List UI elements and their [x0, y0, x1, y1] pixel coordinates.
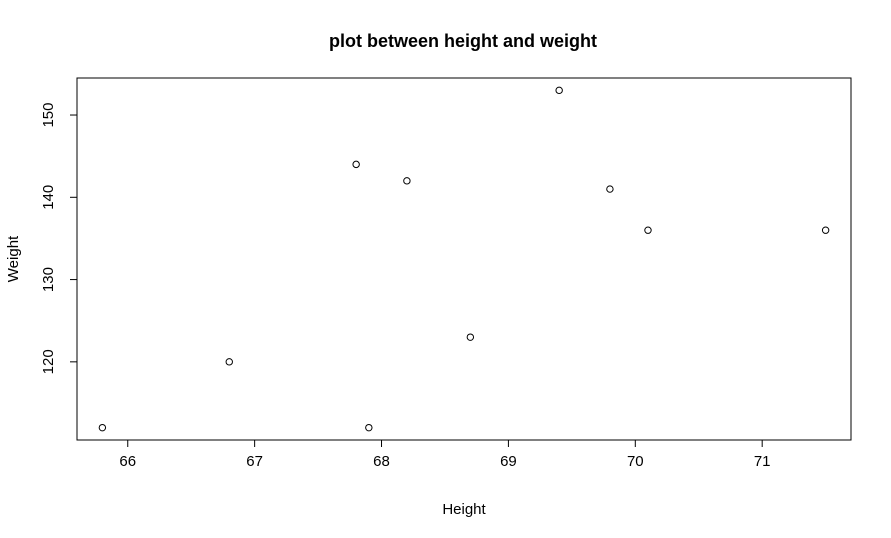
data-point [352, 160, 360, 169]
x-tick-label: 67 [246, 453, 263, 470]
data-point [365, 423, 373, 432]
data-point [466, 333, 475, 341]
x-tick-label: 71 [754, 453, 771, 470]
y-tick-label: 140 [40, 185, 57, 210]
x-tick-label: 69 [500, 453, 517, 470]
data-point [606, 185, 614, 193]
data-points [98, 86, 830, 432]
x-tick-label: 66 [119, 453, 136, 470]
data-point [821, 226, 830, 234]
y-tick-label: 120 [40, 349, 57, 374]
x-tick-label: 70 [627, 453, 644, 470]
data-point [98, 423, 107, 432]
x-axis-label: Height [442, 501, 486, 518]
data-point [555, 86, 563, 95]
y-axis-label: Weight [5, 235, 22, 282]
y-tick-label: 150 [40, 103, 57, 128]
y-axis: 120 130 140 150 [40, 103, 78, 374]
plot-frame [76, 77, 852, 441]
x-tick-label: 68 [373, 453, 390, 470]
y-tick-label: 130 [40, 267, 57, 292]
data-point [644, 226, 652, 234]
chart-title: plot between height and weight [329, 31, 597, 51]
data-point [225, 358, 233, 366]
data-point [403, 177, 411, 185]
x-axis: 66 67 68 69 70 71 [119, 439, 771, 470]
